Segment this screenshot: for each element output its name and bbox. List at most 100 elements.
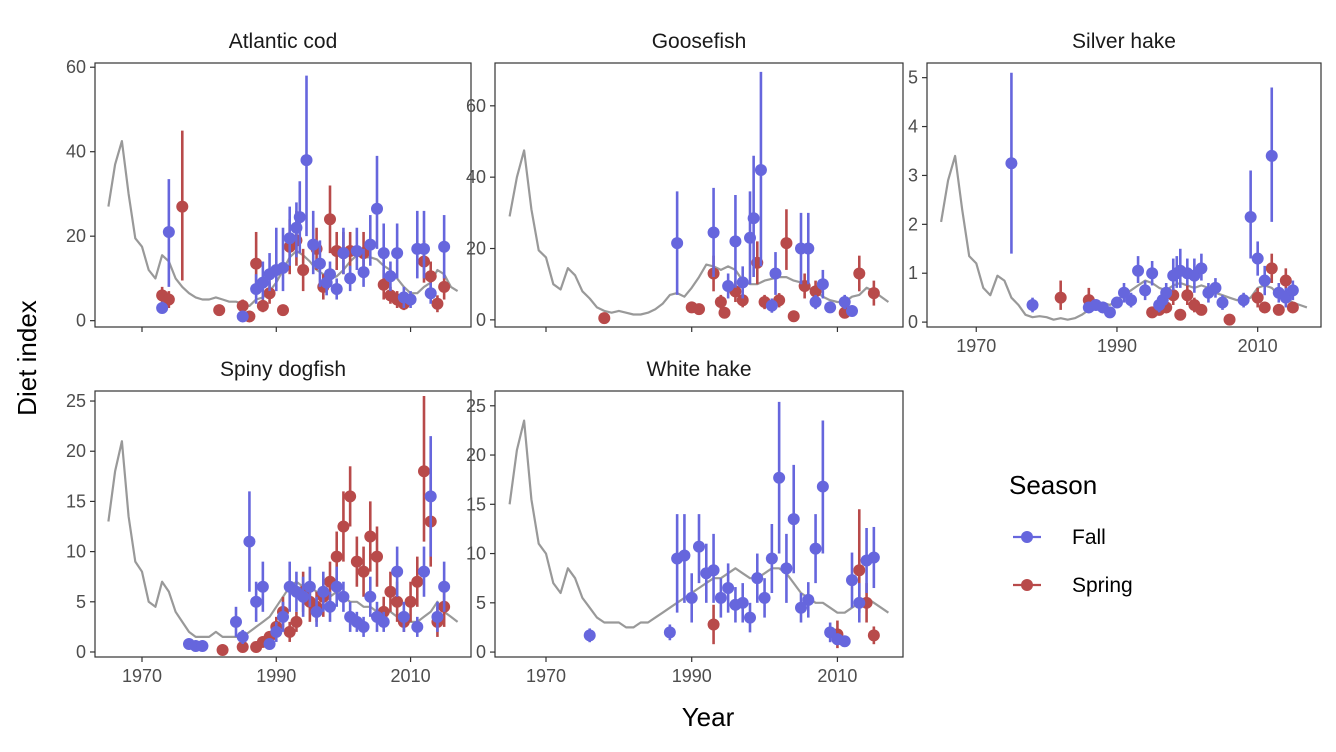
point-spring-goosefish [787, 310, 800, 323]
point-spring-spiny-dogfish [350, 555, 363, 568]
point-fall-spiny-dogfish [324, 600, 336, 613]
point-fall-white-hake [765, 552, 778, 565]
point-fall-atlantic-cod [236, 310, 249, 323]
point-spring-atlantic-cod [324, 213, 336, 226]
legend-label-spring: Spring [1072, 574, 1133, 597]
point-fall-goosefish [838, 296, 851, 309]
point-spring-spiny-dogfish [384, 585, 397, 598]
point-fall-spiny-dogfish [230, 615, 242, 628]
point-spring-silver-hake [1251, 291, 1264, 304]
point-spring-silver-hake [1174, 308, 1187, 321]
point-fall-silver-hake [1005, 157, 1018, 170]
point-fall-spiny-dogfish [243, 535, 256, 548]
point-spring-white-hake [707, 618, 720, 631]
point-fall-silver-hake [1132, 264, 1145, 277]
y-tick-label-silver-hake: 3 [908, 165, 918, 185]
y-tick-label-white-hake: 0 [476, 642, 486, 662]
point-spring-spiny-dogfish [357, 565, 370, 578]
point-fall-silver-hake [1265, 149, 1278, 162]
point-fall-goosefish [754, 164, 767, 177]
point-fall-spiny-dogfish [337, 590, 350, 603]
point-fall-atlantic-cod [350, 244, 363, 257]
y-tick-label-white-hake: 20 [466, 445, 486, 465]
y-tick-label-spiny-dogfish: 10 [66, 542, 86, 562]
point-fall-white-hake [736, 596, 749, 609]
x-tick-label-silver-hake: 1990 [1097, 336, 1137, 356]
panel-white-hake: White hake 0 5 10 15 20 25 1970 1990 2010 [466, 358, 904, 686]
point-fall-atlantic-cod [384, 270, 397, 283]
point-fall-white-hake [773, 471, 786, 484]
point-fall-silver-hake [1286, 284, 1299, 297]
point-fall-goosefish [824, 301, 837, 314]
legend-item-fall: Fall [1013, 526, 1106, 549]
point-spring-white-hake [853, 564, 866, 577]
point-fall-silver-hake [1026, 299, 1039, 311]
point-spring-spiny-dogfish [364, 530, 377, 543]
point-fall-spiny-dogfish [377, 615, 390, 628]
point-spring-atlantic-cod [236, 299, 249, 312]
point-fall-spiny-dogfish [263, 637, 276, 650]
point-fall-white-hake [707, 564, 720, 577]
point-fall-atlantic-cod [307, 238, 320, 251]
point-fall-silver-hake [1244, 211, 1257, 223]
point-fall-atlantic-cod [391, 247, 404, 260]
point-spring-spiny-dogfish [330, 550, 343, 563]
point-fall-spiny-dogfish [391, 565, 404, 578]
point-fall-spiny-dogfish [297, 590, 310, 603]
point-spring-silver-hake [1258, 301, 1271, 314]
point-fall-atlantic-cod [404, 293, 417, 306]
panel-title-white-hake: White hake [646, 358, 751, 381]
point-fall-white-hake [795, 601, 807, 614]
y-tick-label-white-hake: 25 [466, 396, 486, 416]
point-fall-atlantic-cod [364, 238, 377, 251]
point-fall-silver-hake [1110, 296, 1123, 309]
panel-frame-spiny-dogfish [94, 390, 472, 658]
point-spring-atlantic-cod [250, 257, 263, 270]
point-fall-white-hake [751, 572, 764, 585]
legend: Season Fall Spring [1009, 470, 1133, 597]
panel-goosefish: Goosefish 0 20 40 60 [466, 30, 904, 332]
point-fall-white-hake [714, 591, 727, 604]
point-spring-silver-hake [1195, 303, 1208, 316]
point-fall-atlantic-cod [377, 247, 390, 260]
point-fall-spiny-dogfish [270, 625, 283, 638]
point-fall-spiny-dogfish [357, 620, 370, 633]
point-fall-white-hake [809, 542, 822, 555]
point-spring-silver-hake [1286, 301, 1299, 314]
point-fall-atlantic-cod [371, 202, 383, 215]
x-tick-label-spiny-dogfish: 1970 [122, 666, 162, 686]
point-fall-white-hake [722, 582, 735, 595]
point-fall-spiny-dogfish [411, 620, 424, 633]
y-tick-label-silver-hake: 4 [908, 117, 918, 137]
point-fall-goosefish [671, 237, 684, 250]
point-fall-atlantic-cod [293, 211, 306, 224]
x-tick-label-white-hake: 2010 [817, 666, 857, 686]
point-fall-white-hake [685, 591, 698, 604]
point-spring-atlantic-cod [424, 270, 437, 283]
point-spring-atlantic-cod [438, 280, 451, 293]
point-fall-atlantic-cod [438, 240, 451, 253]
point-fall-spiny-dogfish [277, 610, 289, 623]
panel-atlantic-cod: Atlantic cod 0 20 40 60 [66, 30, 472, 332]
point-fall-atlantic-cod [418, 242, 430, 255]
point-fall-spiny-dogfish [364, 590, 377, 603]
point-fall-goosefish [846, 304, 858, 317]
point-fall-atlantic-cod [357, 266, 370, 279]
point-spring-atlantic-cod [431, 297, 444, 310]
x-tick-label-silver-hake: 2010 [1238, 336, 1278, 356]
x-tick-label-white-hake: 1990 [672, 666, 712, 686]
point-fall-spiny-dogfish [236, 630, 249, 643]
x-tick-label-white-hake: 1970 [526, 666, 566, 686]
point-spring-spiny-dogfish [418, 465, 430, 478]
panel-frame-goosefish [494, 62, 904, 328]
point-fall-silver-hake [1195, 262, 1208, 275]
point-fall-white-hake [663, 626, 676, 639]
y-tick-label-spiny-dogfish: 15 [66, 491, 86, 511]
point-fall-goosefish [802, 242, 815, 255]
point-fall-atlantic-cod [424, 287, 437, 300]
point-spring-goosefish [598, 312, 611, 325]
point-fall-goosefish [765, 299, 778, 312]
y-tick-label-atlantic-cod: 0 [76, 311, 86, 331]
point-spring-goosefish [780, 237, 793, 250]
